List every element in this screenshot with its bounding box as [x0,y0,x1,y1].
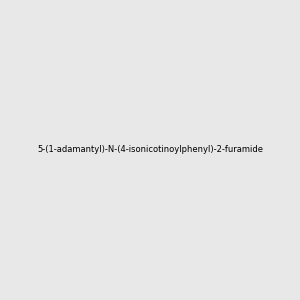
Text: 5-(1-adamantyl)-N-(4-isonicotinoylphenyl)-2-furamide: 5-(1-adamantyl)-N-(4-isonicotinoylphenyl… [37,146,263,154]
